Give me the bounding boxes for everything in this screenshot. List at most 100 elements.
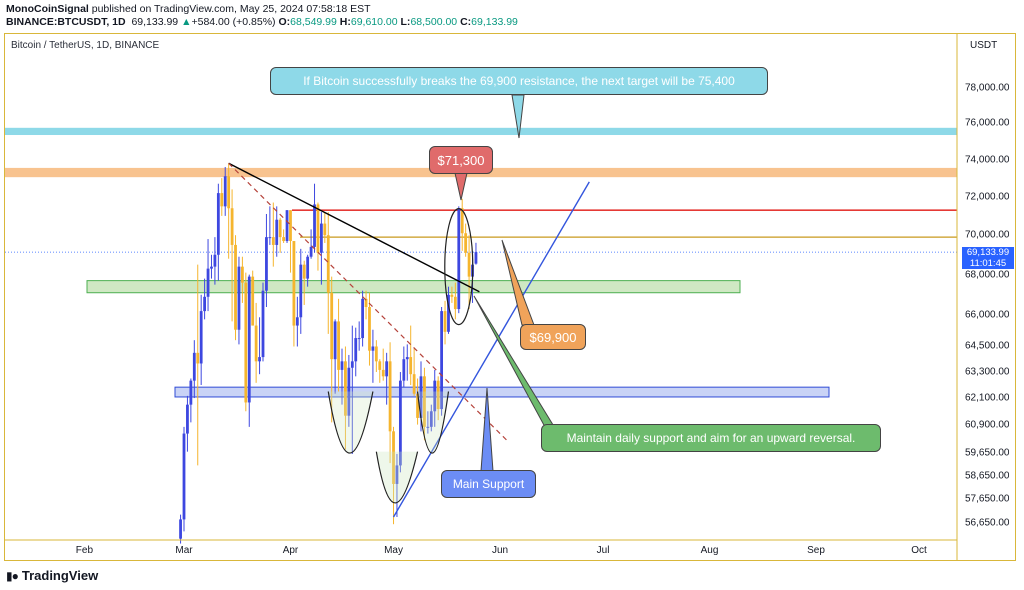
candle-body bbox=[265, 237, 268, 291]
candle-body bbox=[323, 223, 327, 236]
time-tick-label: Oct bbox=[911, 545, 927, 556]
low-value: 68,500.00 bbox=[410, 16, 458, 28]
candle-body bbox=[186, 404, 189, 434]
candle-body bbox=[371, 346, 375, 351]
time-tick-label: Aug bbox=[700, 545, 719, 556]
time-tick-label: Feb bbox=[75, 545, 94, 556]
publish-info: published on TradingView.com, May 25, 20… bbox=[91, 3, 371, 15]
candle-body bbox=[230, 208, 234, 245]
candle-body bbox=[350, 361, 354, 368]
candle-body bbox=[258, 357, 261, 362]
main-support-label[interactable]: Main Support bbox=[441, 470, 536, 498]
candle-body bbox=[388, 361, 392, 432]
label-71300-pointer bbox=[454, 172, 468, 201]
candle-body bbox=[409, 357, 413, 375]
candle-body bbox=[354, 338, 358, 362]
last-price: 69,133.99 bbox=[131, 16, 179, 28]
candle-body bbox=[436, 380, 440, 410]
dashed-trendline bbox=[228, 162, 508, 441]
candle-body bbox=[443, 311, 447, 332]
candle-body bbox=[299, 264, 303, 318]
candle-body bbox=[395, 465, 399, 484]
price-tick-label: 76,000.00 bbox=[965, 117, 1010, 129]
candle-body bbox=[433, 380, 437, 412]
head-pattern bbox=[375, 451, 419, 504]
candle-body bbox=[240, 266, 244, 283]
price-tick-label: 64,500.00 bbox=[965, 340, 1010, 352]
candle-body bbox=[261, 290, 265, 358]
candle-body bbox=[423, 376, 426, 427]
low-label: L: bbox=[400, 16, 411, 28]
descending-trendline bbox=[228, 162, 480, 293]
main-support-pointer bbox=[480, 387, 494, 472]
time-tick-label: Sep bbox=[807, 545, 825, 556]
candle-body bbox=[330, 292, 334, 360]
candle-body bbox=[364, 298, 368, 308]
candle-body bbox=[474, 252, 478, 264]
candle-body bbox=[385, 361, 389, 377]
label-69900[interactable]: $69,900 bbox=[520, 324, 586, 350]
candle-body bbox=[368, 307, 371, 351]
candle-body bbox=[189, 380, 193, 405]
right-shoulder-pattern bbox=[416, 391, 450, 454]
time-tick-label: May bbox=[384, 545, 403, 556]
candle-body bbox=[337, 321, 340, 370]
current-price-value: 69,133.99 bbox=[966, 247, 1010, 258]
candle-body bbox=[206, 268, 210, 297]
daily-support-zone bbox=[86, 280, 741, 294]
current-price-tag: 69,133.99 11:01:45 bbox=[962, 247, 1014, 269]
top-note-pointer bbox=[511, 94, 525, 139]
candle-body bbox=[467, 252, 471, 277]
candle-body bbox=[213, 254, 217, 267]
candle-body bbox=[447, 294, 450, 332]
publish-line: MonoCoinSignal published on TradingView.… bbox=[6, 3, 371, 16]
candle-body bbox=[302, 264, 306, 279]
time-tick-label: Apr bbox=[282, 545, 299, 556]
daily-support-note[interactable]: Maintain daily support and aim for an up… bbox=[541, 424, 881, 452]
candle-body bbox=[326, 235, 330, 293]
footer-brand[interactable]: ▮● TradingView bbox=[6, 568, 98, 583]
head-pattern-fill bbox=[376, 451, 418, 503]
chart-symbol-title: Bitcoin / TetherUS, 1D, BINANCE bbox=[11, 40, 160, 51]
ascending-trendline bbox=[392, 181, 590, 518]
candle-body bbox=[440, 311, 444, 410]
candle-body bbox=[460, 208, 464, 234]
author-name[interactable]: MonoCoinSignal bbox=[6, 3, 89, 15]
candle-body bbox=[289, 210, 292, 242]
candle-body bbox=[309, 246, 313, 257]
price-change: +584.00 (+0.85%) bbox=[191, 16, 276, 28]
candle-body bbox=[292, 241, 296, 326]
breakout-target-note[interactable]: If Bitcoin successfully breaks the 69,90… bbox=[270, 67, 768, 95]
price-tick-label: 78,000.00 bbox=[965, 82, 1010, 94]
up-arrow-icon: ▲ bbox=[181, 16, 192, 28]
price-tick-label: 66,000.00 bbox=[965, 309, 1010, 321]
candle-body bbox=[319, 223, 323, 253]
candle-body bbox=[199, 311, 203, 364]
price-tick-label: 56,650.00 bbox=[965, 517, 1010, 529]
candle-body bbox=[285, 210, 289, 242]
currency-label: USDT bbox=[970, 40, 998, 51]
candle-body bbox=[412, 374, 416, 394]
price-tick-label: 62,100.00 bbox=[965, 392, 1010, 404]
candle-body bbox=[361, 298, 365, 339]
candle-body bbox=[405, 357, 409, 360]
candle-body bbox=[210, 266, 213, 269]
candle-body bbox=[313, 204, 316, 247]
candle-body bbox=[347, 367, 351, 416]
candle-body bbox=[429, 411, 433, 427]
price-tick-label: 74,000.00 bbox=[965, 154, 1010, 166]
candle-body bbox=[426, 426, 430, 428]
candle-body bbox=[457, 208, 461, 310]
label-71300[interactable]: $71,300 bbox=[429, 146, 493, 174]
candle-body bbox=[392, 431, 395, 484]
candle-body bbox=[381, 369, 385, 377]
candle-body bbox=[419, 376, 423, 418]
candle-body bbox=[340, 361, 344, 370]
left-shoulder-pattern bbox=[327, 391, 374, 454]
price-tick-label: 58,650.00 bbox=[965, 470, 1010, 482]
candle-body bbox=[254, 325, 258, 362]
price-tick-label: 68,000.00 bbox=[965, 269, 1010, 281]
price-tick-label: 60,900.00 bbox=[965, 419, 1010, 431]
candle-body bbox=[450, 294, 454, 297]
